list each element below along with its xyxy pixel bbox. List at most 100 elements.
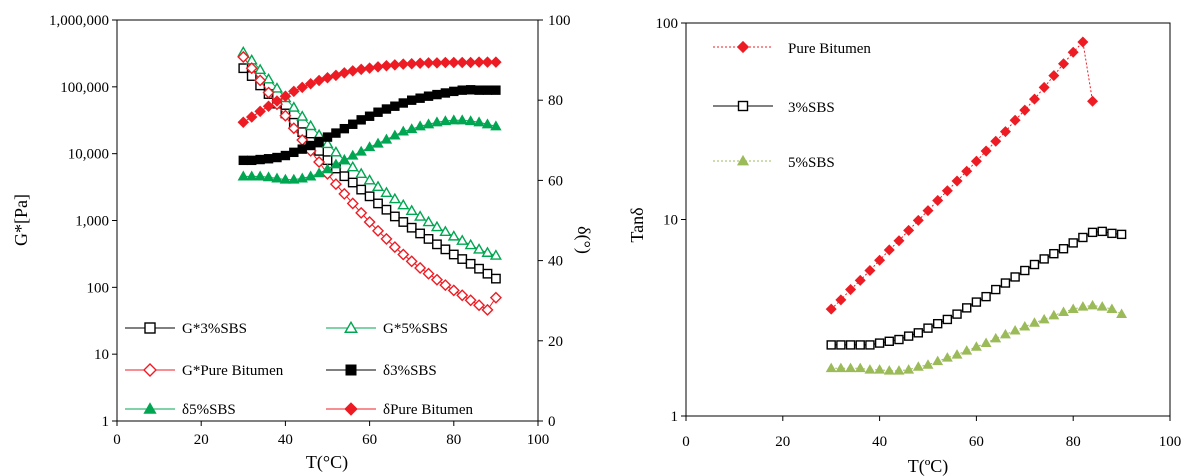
chart-2-data-point: [961, 345, 973, 355]
chart-1-data-point: [329, 178, 342, 191]
chart-1-legend-marker: [344, 320, 358, 333]
chart-1-data-point: [262, 100, 275, 112]
chart-2-data-point: [1106, 303, 1118, 313]
chart-2-data-point: [951, 175, 963, 187]
chart-2-data-point: [903, 364, 915, 374]
chart-1-data-point: [297, 144, 307, 154]
chart-1-data-point: [457, 85, 467, 95]
chart-2-legend-label: 3%SBS: [788, 100, 835, 116]
chart-1-data-point: [432, 239, 442, 250]
chart-1-data-point: [271, 172, 283, 183]
chart-1-series: [237, 114, 502, 184]
chart-2-data-point: [962, 303, 972, 313]
chart-2-data-point: [864, 364, 876, 374]
chart-2-data-point: [893, 235, 905, 247]
chart-2-data-point: [854, 362, 866, 373]
chart-2-data-point: [912, 214, 924, 226]
chart-1-data-point: [481, 246, 494, 257]
chart-1-data-point: [464, 56, 477, 69]
chart-1-y2-tick-label: 100: [548, 13, 571, 29]
chart-1-data-point: [473, 116, 485, 127]
chart-1-data-point: [405, 204, 418, 216]
chart-1-data-point: [415, 93, 425, 103]
chart-1-data-point: [356, 184, 367, 195]
chart-1-series: [238, 85, 501, 166]
chart-1-data-point: [422, 57, 435, 69]
chart-2-data-point: [942, 314, 953, 325]
chart-1-data-point: [238, 155, 249, 166]
chart-1-data-point: [482, 85, 493, 95]
chart-1-data-point: [321, 137, 334, 149]
chart-2-data-point: [1116, 229, 1127, 240]
chart-1-data-point: [489, 291, 502, 304]
chart-1-data-point: [490, 56, 502, 68]
chart-2-data-point: [854, 274, 866, 286]
chart-1-data-point: [279, 90, 292, 102]
chart-2-data-point: [1116, 308, 1128, 319]
chart-1-data-point: [279, 173, 292, 184]
chart-2-data-point: [845, 284, 857, 296]
chart-1-legend-label: δPure Bitumen: [383, 402, 473, 418]
chart-1-y-tick-label: 1,000: [75, 214, 109, 230]
chart-1-y2-tick-label: 40: [548, 254, 563, 270]
chart-1-data-point: [474, 85, 484, 95]
chart-1-data-point: [431, 57, 443, 69]
chart-2-data-point: [845, 362, 857, 373]
chart-2-data-point: [903, 331, 914, 341]
chart-1-data-point: [313, 167, 325, 178]
chart-1-data-point: [397, 125, 409, 136]
chart-1-data-point: [280, 150, 291, 161]
chart-1-legend-marker: [144, 322, 156, 334]
chart-1-data-point: [279, 109, 292, 122]
chart-1-legend-marker: [345, 364, 357, 376]
chart-1-data-point: [287, 122, 300, 135]
chart-2-data-point: [855, 340, 865, 350]
chart-2-data-point: [874, 254, 886, 266]
chart-1-data-point: [388, 192, 401, 204]
chart-2-data-point: [941, 185, 953, 197]
chart-2-legend-marker: [737, 100, 749, 112]
chart-1-data-point: [397, 58, 410, 70]
chart-2-data-point: [1049, 248, 1059, 259]
chart-1-legend-marker: [143, 363, 157, 377]
chart-2-legend-label: 5%SBS: [788, 155, 835, 171]
chart-1-data-point: [405, 57, 418, 70]
chart-2-data-point: [999, 328, 1011, 339]
chart-1-data-point: [356, 115, 366, 125]
chart-1-data-point: [255, 154, 265, 165]
chart-1-data-point: [406, 222, 417, 233]
chart-1-data-point: [347, 65, 359, 77]
chart-1-data-point: [489, 249, 502, 260]
chart-2-data-point: [825, 362, 837, 373]
chart-1-data-point: [440, 88, 451, 98]
chart-2-data-point: [1077, 36, 1089, 48]
chart-2-data-point: [835, 362, 847, 373]
chart-1-series: [237, 50, 502, 316]
chart-1-data-point: [364, 191, 375, 202]
chart-1-data-point: [254, 63, 267, 75]
chart-1-data-point: [380, 59, 393, 72]
chart-1-data-point: [296, 81, 308, 94]
chart-1-data-point: [473, 56, 485, 68]
chart-1-data-point: [346, 197, 359, 210]
chart-2-data-point: [1058, 306, 1069, 316]
chart-1-data-point: [373, 107, 383, 117]
chart-1-data-point: [254, 74, 267, 87]
chart-1-legend-label: δ5%SBS: [182, 402, 236, 418]
chart-1-x-tick-label: 20: [194, 432, 209, 448]
chart-2-y-axis-label: Tanδ: [627, 207, 647, 242]
chart-1-data-point: [321, 71, 334, 84]
chart-1-data-point: [322, 155, 333, 166]
chart-2-legend-marker: [736, 154, 750, 166]
chart-1-data-point: [465, 85, 476, 95]
chart-1-y-tick-label: 100: [87, 280, 110, 296]
chart-1-data-point: [398, 217, 409, 227]
chart-1-data-point: [482, 268, 493, 279]
chart-1: 0 20 40 60 80 100 1 10 100 1,000 10,000 100,000 1,00…: [11, 13, 594, 473]
chart-1-data-point: [330, 69, 342, 82]
chart-1-data-point: [371, 180, 385, 192]
chart-1-data-point: [407, 95, 417, 105]
chart-1-data-point: [289, 147, 299, 158]
chart-2-data-point: [1009, 114, 1021, 126]
chart-1-data-point: [380, 186, 393, 198]
